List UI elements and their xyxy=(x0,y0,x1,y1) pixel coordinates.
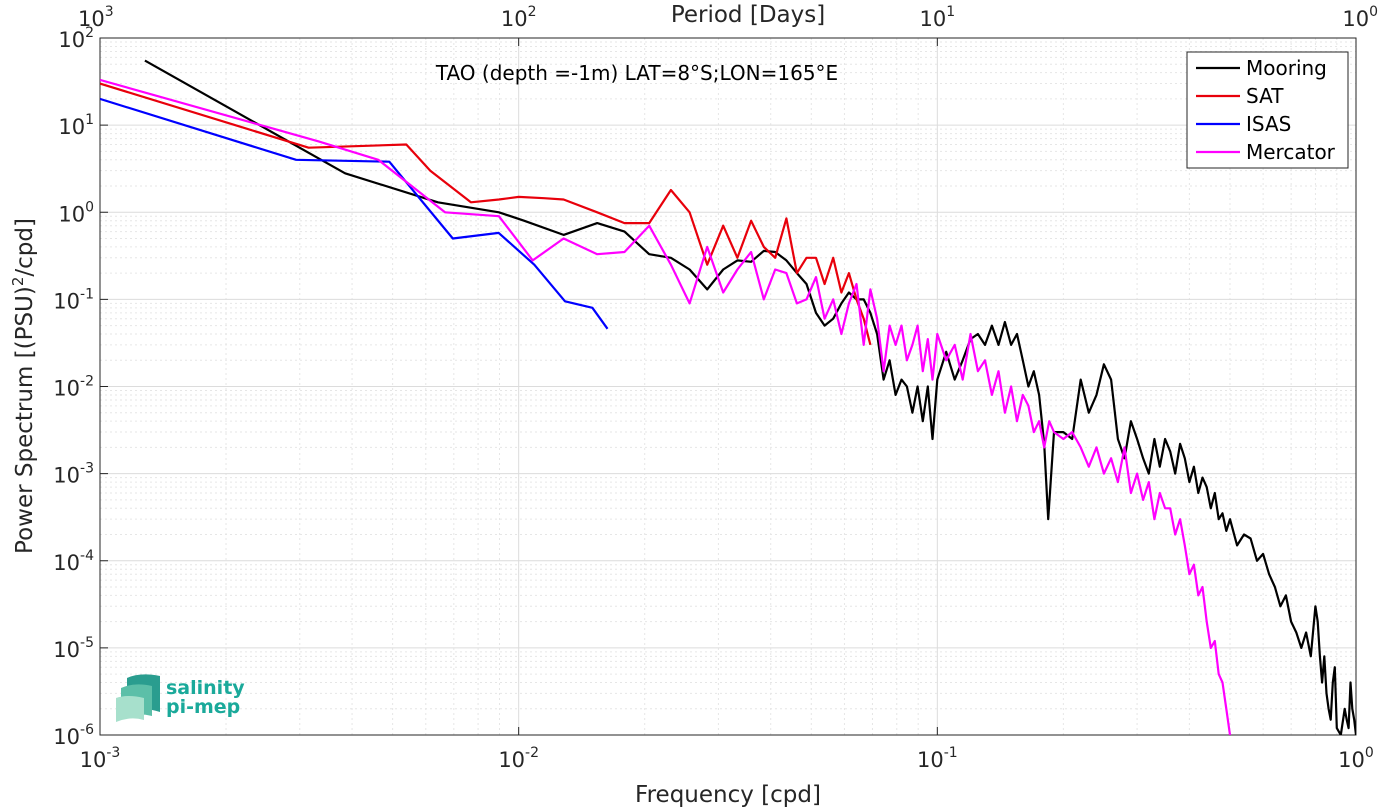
top-tick-label: 101 xyxy=(920,4,956,31)
y-tick-label-base: 10 xyxy=(53,289,80,313)
y-tick-label-base: 10 xyxy=(58,115,85,139)
y-tick-label-exponent: -1 xyxy=(80,286,94,302)
y-tick-label: 10-6 xyxy=(53,722,94,749)
y-tick-label-exponent: -3 xyxy=(80,461,94,477)
top-tick-label-base: 10 xyxy=(920,7,947,31)
x-tick-label-exponent: -1 xyxy=(944,745,958,761)
y-tick-label: 10-5 xyxy=(53,635,94,662)
y-tick-label-exponent: -4 xyxy=(80,548,94,564)
x-tick-label: 10-3 xyxy=(80,745,121,772)
x-tick-label-exponent: -3 xyxy=(106,745,120,761)
y-tick-label-base: 10 xyxy=(53,638,80,662)
x-tick-label: 10-2 xyxy=(498,745,539,772)
legend: Mooring SAT ISAS Mercator xyxy=(1186,51,1349,169)
y-tick-label-base: 10 xyxy=(58,28,85,52)
y-tick-label-base: 10 xyxy=(58,202,85,226)
logo-text-pimep: pi-mep xyxy=(166,696,240,718)
series-line-mercator xyxy=(100,78,1232,735)
y-tick-label-exponent: 0 xyxy=(85,199,94,215)
legend-label-sat: SAT xyxy=(1246,84,1284,108)
y-tick-label: 101 xyxy=(58,112,94,139)
top-tick-label-base: 10 xyxy=(501,7,528,31)
top-tick-label-base: 10 xyxy=(78,7,105,31)
x-tick-label-base: 10 xyxy=(80,748,107,772)
top-tick-label-exponent: 2 xyxy=(528,4,537,20)
y-tick-label: 10-2 xyxy=(53,374,94,401)
y-tick-label-exponent: -5 xyxy=(80,635,94,651)
top-tick-label: 103 xyxy=(78,4,114,31)
legend-label-mercator: Mercator xyxy=(1246,140,1336,164)
y-tick-label-base: 10 xyxy=(53,377,80,401)
x-tick-label: 100 xyxy=(1338,745,1374,772)
top-tick-label-exponent: 1 xyxy=(946,4,955,20)
legend-label-mooring: Mooring xyxy=(1246,56,1327,80)
x-tick-label-exponent: 0 xyxy=(1365,745,1374,761)
y-tick-label: 102 xyxy=(58,25,94,52)
top-tick-label: 102 xyxy=(501,4,537,31)
y-tick-label-base: 10 xyxy=(53,464,80,488)
x-tick-label-exponent: -2 xyxy=(525,745,539,761)
y-tick-label: 10-1 xyxy=(53,286,94,313)
y-tick-label: 10-3 xyxy=(53,461,94,488)
y-tick-label-exponent: 1 xyxy=(85,112,94,128)
series-line-mooring xyxy=(144,59,1356,735)
y-axis-label-main: Power Spectrum [(PSU) xyxy=(12,286,38,554)
legend-label-isas: ISAS xyxy=(1246,112,1291,136)
logo-text-salinity: salinity xyxy=(166,677,245,699)
y-tick-label: 100 xyxy=(58,199,94,226)
x-axis-label: Frequency [cpd] xyxy=(635,782,821,808)
top-tick-label: 100 xyxy=(1342,4,1378,31)
axis-ticks: 10-3 10-2 10-1 10010-610-510-410-310-210-11… xyxy=(53,4,1378,772)
x-tick-label: 10-1 xyxy=(917,745,958,772)
y-tick-label-exponent: 2 xyxy=(85,25,94,41)
top-axis-label: Period [Days] xyxy=(671,2,825,28)
y-tick-label-exponent: -6 xyxy=(80,722,94,738)
top-tick-label-exponent: 0 xyxy=(1369,4,1378,20)
chart-title: TAO (depth =-1m) LAT=8°S;LON=165°E xyxy=(435,61,838,85)
y-axis-label-unit: /cpd] xyxy=(12,218,38,277)
y-tick-label-base: 10 xyxy=(53,551,80,575)
y-axis-label: Power Spectrum [(PSU)2/cpd] xyxy=(9,218,38,554)
y-axis-label-sup: 2 xyxy=(9,277,27,287)
grid xyxy=(99,38,1356,736)
series-layer xyxy=(100,59,1356,735)
top-tick-label-exponent: 3 xyxy=(105,4,114,20)
legend-box xyxy=(1186,51,1349,169)
y-tick-label-exponent: -2 xyxy=(80,374,94,390)
x-tick-label-base: 10 xyxy=(1338,748,1365,772)
top-tick-label-base: 10 xyxy=(1342,7,1369,31)
x-tick-label-base: 10 xyxy=(498,748,525,772)
series-line-sat xyxy=(100,82,872,346)
series-line-isas xyxy=(100,97,609,330)
logo-wave-front xyxy=(116,696,144,722)
x-tick-label-base: 10 xyxy=(917,748,944,772)
y-tick-label: 10-4 xyxy=(53,548,94,575)
y-tick-label-base: 10 xyxy=(53,725,80,749)
salinity-pi-mep-logo: salinity pi-mep xyxy=(116,674,245,722)
